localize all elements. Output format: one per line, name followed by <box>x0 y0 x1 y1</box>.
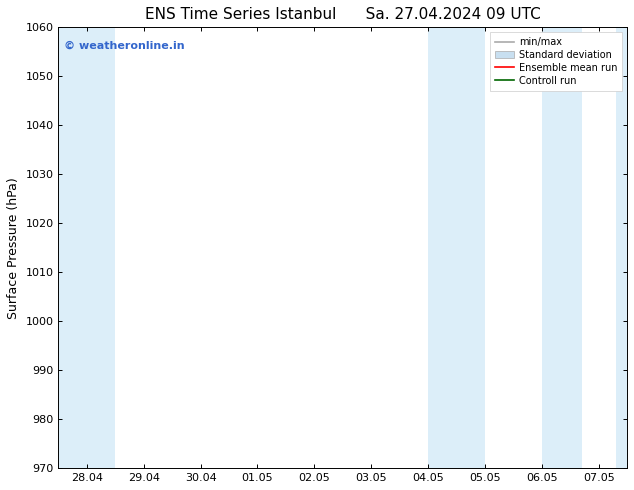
Title: ENS Time Series Istanbul      Sa. 27.04.2024 09 UTC: ENS Time Series Istanbul Sa. 27.04.2024 … <box>145 7 541 22</box>
Bar <box>542 27 581 468</box>
Y-axis label: Surface Pressure (hPa): Surface Pressure (hPa) <box>7 177 20 318</box>
Text: © weatheronline.in: © weatheronline.in <box>64 41 184 50</box>
Bar <box>428 27 485 468</box>
Legend: min/max, Standard deviation, Ensemble mean run, Controll run: min/max, Standard deviation, Ensemble me… <box>489 32 622 91</box>
Bar <box>58 27 115 468</box>
Bar <box>616 27 634 468</box>
